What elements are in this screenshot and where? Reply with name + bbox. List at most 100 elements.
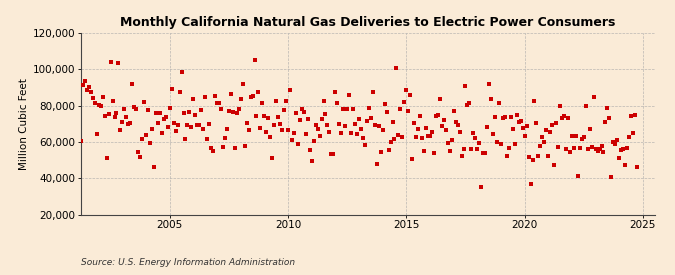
Point xyxy=(572,174,583,178)
Point xyxy=(504,146,514,150)
Point xyxy=(151,111,161,115)
Point xyxy=(213,101,224,106)
Point xyxy=(464,101,475,106)
Point xyxy=(373,124,384,128)
Point xyxy=(537,135,548,139)
Point xyxy=(196,108,207,113)
Point xyxy=(416,136,427,141)
Point xyxy=(153,121,163,125)
Point xyxy=(527,158,538,163)
Point xyxy=(239,144,250,148)
Point xyxy=(206,146,217,151)
Point xyxy=(221,127,232,131)
Point xyxy=(166,87,177,91)
Point xyxy=(566,133,577,138)
Point xyxy=(283,128,294,132)
Point xyxy=(91,131,102,136)
Point xyxy=(204,122,215,126)
Point xyxy=(117,120,128,124)
Point xyxy=(125,120,136,125)
Point xyxy=(97,95,108,99)
Point xyxy=(76,139,86,144)
Point xyxy=(462,102,473,107)
Point xyxy=(486,97,497,101)
Point xyxy=(200,95,211,100)
Point xyxy=(622,145,632,150)
Point xyxy=(478,150,489,155)
Point xyxy=(277,128,288,133)
Point xyxy=(88,96,99,101)
Point xyxy=(525,182,536,186)
Point xyxy=(596,144,607,149)
Point xyxy=(298,110,309,114)
Point xyxy=(421,126,431,131)
Point xyxy=(604,116,615,121)
Point xyxy=(107,98,118,103)
Point xyxy=(614,156,624,160)
Point xyxy=(523,155,534,160)
Point xyxy=(387,120,398,125)
Point xyxy=(600,120,611,124)
Point xyxy=(261,130,272,134)
Point xyxy=(452,122,463,127)
Point xyxy=(585,127,595,131)
Point xyxy=(180,137,191,141)
Point xyxy=(433,113,443,117)
Point xyxy=(531,120,542,125)
Point xyxy=(144,141,155,145)
Point xyxy=(340,124,350,128)
Point xyxy=(515,118,526,123)
Point xyxy=(263,116,273,121)
Point xyxy=(500,115,510,119)
Point xyxy=(259,114,270,118)
Point xyxy=(356,127,367,132)
Point xyxy=(316,117,327,122)
Point xyxy=(466,147,477,151)
Point xyxy=(123,122,134,126)
Point xyxy=(232,111,242,115)
Point xyxy=(281,99,292,103)
Point xyxy=(606,175,617,179)
Point xyxy=(412,127,423,131)
Point xyxy=(186,124,197,129)
Point xyxy=(140,133,151,138)
Point xyxy=(472,147,483,151)
Point xyxy=(409,120,420,125)
Point xyxy=(541,128,551,132)
Point xyxy=(493,101,504,105)
Point xyxy=(403,109,414,113)
Point xyxy=(245,95,256,99)
Point xyxy=(267,155,277,160)
Point xyxy=(135,155,146,159)
Point xyxy=(608,140,619,144)
Point xyxy=(561,147,572,151)
Point xyxy=(324,130,335,134)
Point xyxy=(326,152,337,156)
Point xyxy=(555,103,566,108)
Point xyxy=(506,115,516,119)
Point xyxy=(618,147,628,151)
Point xyxy=(346,131,356,136)
Point xyxy=(342,107,352,111)
Point xyxy=(405,93,416,97)
Point xyxy=(632,165,643,169)
Point xyxy=(363,105,374,110)
Point xyxy=(460,83,471,88)
Point xyxy=(234,107,244,111)
Point xyxy=(568,146,579,150)
Point xyxy=(89,101,100,105)
Point xyxy=(93,103,104,108)
Point xyxy=(292,142,303,147)
Point xyxy=(275,122,286,126)
Point xyxy=(513,120,524,124)
Point xyxy=(273,115,284,120)
Point xyxy=(369,123,380,127)
Point xyxy=(247,94,258,98)
Point xyxy=(127,82,138,86)
Point xyxy=(535,144,546,148)
Point xyxy=(435,97,446,101)
Point xyxy=(598,150,609,154)
Point xyxy=(418,149,429,154)
Point xyxy=(192,123,202,127)
Point xyxy=(508,126,518,131)
